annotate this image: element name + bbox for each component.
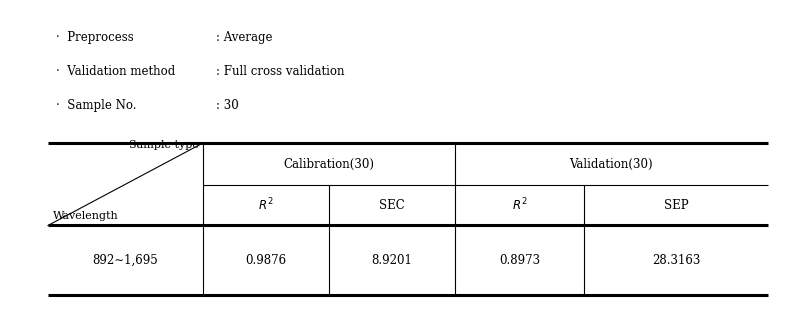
Text: $R^2$: $R^2$ xyxy=(258,197,274,214)
Text: 0.8973: 0.8973 xyxy=(499,254,540,267)
Text: ·  Preprocess: · Preprocess xyxy=(56,31,134,44)
Text: 28.3163: 28.3163 xyxy=(652,254,700,267)
Text: SEP: SEP xyxy=(664,199,689,212)
Text: : Full cross validation: : Full cross validation xyxy=(216,65,345,78)
Text: 0.9876: 0.9876 xyxy=(246,254,286,267)
Text: ·  Validation method: · Validation method xyxy=(56,65,175,78)
Text: Validation(30): Validation(30) xyxy=(570,158,654,170)
Text: Sample type: Sample type xyxy=(129,140,198,150)
Text: : Average: : Average xyxy=(216,31,273,44)
Text: ·  Sample No.: · Sample No. xyxy=(56,99,137,112)
Text: 892∼1,695: 892∼1,695 xyxy=(93,254,158,267)
Text: Wavelength: Wavelength xyxy=(53,211,118,221)
Text: 8.9201: 8.9201 xyxy=(371,254,412,267)
Text: $R^2$: $R^2$ xyxy=(512,197,527,214)
Text: Calibration(30): Calibration(30) xyxy=(283,158,374,170)
Text: SEC: SEC xyxy=(379,199,405,212)
Text: : 30: : 30 xyxy=(216,99,238,112)
